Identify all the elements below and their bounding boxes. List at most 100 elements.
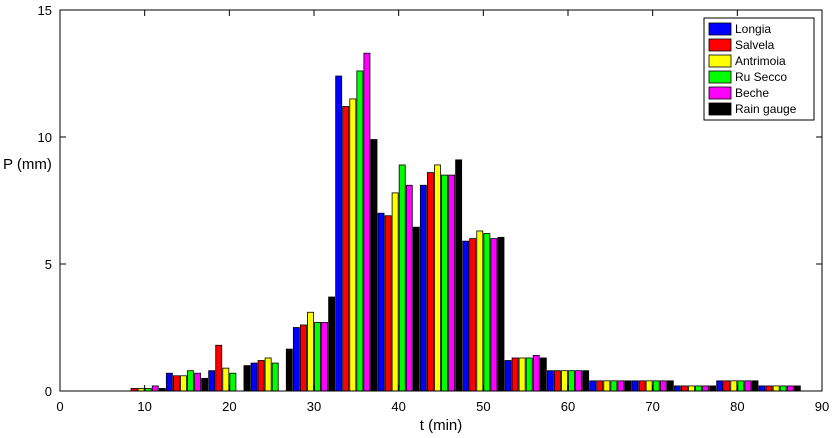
bar-beche-70 [659, 380, 667, 392]
bar-ru-secco-15 [187, 370, 194, 392]
bar-rain-gauge-15 [201, 377, 209, 392]
bar-antrimoia-60 [561, 370, 568, 392]
bar-longia-40 [377, 212, 385, 392]
bar-salvela-85 [765, 385, 773, 392]
bar-longia-25 [250, 362, 258, 392]
legend-swatch [708, 38, 732, 52]
x-tick-label: 0 [56, 399, 63, 414]
bar-salvela-70 [638, 380, 646, 392]
bar-beche-35 [363, 52, 371, 392]
legend-swatch [708, 86, 732, 100]
bar-rain-gauge-50 [497, 236, 505, 392]
bar-longia-45 [419, 184, 427, 392]
x-tick-label: 90 [815, 399, 829, 414]
bar-beche-15 [194, 372, 202, 392]
bar-antrimoia-65 [603, 380, 611, 392]
bar-longia-15 [165, 372, 173, 392]
bar-rain-gauge-30 [328, 296, 336, 392]
legend-label: Longia [735, 22, 771, 36]
x-tick-label: 80 [730, 399, 744, 414]
legend-label: Rain gauge [735, 102, 797, 116]
x-tick-label: 60 [561, 399, 575, 414]
bar-rain-gauge-25 [285, 348, 293, 392]
bar-beche-85 [786, 385, 794, 392]
bar-ru-secco-60 [568, 370, 575, 392]
bar-ru-secco-80 [737, 380, 745, 392]
x-tick-label: 70 [645, 399, 659, 414]
bar-salvela-25 [257, 360, 265, 392]
legend-swatch [708, 70, 732, 84]
bar-antrimoia-50 [476, 230, 484, 392]
bar-salvela-30 [299, 324, 307, 392]
bar-antrimoia-25 [264, 357, 272, 392]
bar-beche-80 [744, 380, 752, 392]
bar-ru-secco-70 [652, 380, 660, 392]
bar-rain-gauge-35 [370, 139, 378, 392]
legend-swatch [708, 102, 732, 116]
y-tick-label: 10 [38, 130, 52, 145]
bar-rain-gauge-80 [751, 380, 759, 392]
bar-beche-55 [532, 355, 540, 392]
bar-longia-55 [504, 360, 512, 392]
bar-longia-50 [462, 240, 470, 392]
legend-label: Beche [735, 86, 769, 100]
bar-antrimoia-30 [307, 311, 314, 392]
bar-antrimoia-20 [222, 367, 230, 392]
bar-longia-65 [589, 380, 597, 392]
bar-ru-secco-55 [525, 357, 533, 392]
bar-beche-50 [490, 238, 498, 392]
bar-longia-60 [546, 370, 554, 392]
bar-rain-gauge-75 [709, 385, 717, 392]
bar-beche-10 [151, 385, 159, 392]
x-tick-label: 30 [307, 399, 321, 414]
bar-antrimoia-75 [688, 385, 695, 392]
bar-ru-secco-25 [271, 362, 279, 392]
legend-label: Salvela [735, 38, 775, 52]
bar-longia-70 [631, 380, 639, 392]
bar-ru-secco-45 [441, 174, 448, 392]
bar-antrimoia-85 [772, 385, 780, 392]
bar-beche-60 [575, 370, 583, 392]
bar-longia-85 [758, 385, 766, 392]
bar-rain-gauge-85 [793, 385, 801, 392]
bar-rain-gauge-40 [412, 226, 420, 392]
bar-antrimoia-45 [434, 164, 441, 392]
bar-salvela-75 [680, 385, 688, 392]
bar-salvela-60 [553, 370, 561, 392]
bar-rain-gauge-55 [539, 357, 547, 392]
legend-label: Ru Secco [735, 70, 787, 84]
bar-salvela-15 [172, 375, 180, 392]
bar-longia-75 [673, 385, 681, 392]
bar-ru-secco-75 [695, 385, 702, 392]
bar-salvela-40 [384, 215, 392, 392]
bar-salvela-65 [596, 380, 604, 392]
bar-antrimoia-55 [518, 357, 526, 392]
bar-ru-secco-35 [356, 70, 364, 392]
y-tick-label: 0 [45, 384, 52, 399]
bar-rain-gauge-20 [243, 365, 251, 392]
bar-antrimoia-35 [349, 98, 357, 392]
bar-salvela-80 [723, 380, 731, 392]
legend-label: Antrimoia [735, 54, 786, 68]
y-tick-label: 15 [38, 3, 52, 18]
bar-ru-secco-50 [483, 233, 491, 392]
bar-ru-secco-20 [229, 372, 237, 392]
bar-ru-secco-30 [314, 322, 321, 392]
x-tick-label: 50 [476, 399, 490, 414]
bar-longia-20 [208, 370, 216, 392]
bar-beche-45 [448, 174, 456, 392]
bar-longia-80 [716, 380, 724, 392]
bar-antrimoia-15 [180, 375, 187, 392]
bar-salvela-20 [215, 344, 223, 392]
bar-beche-75 [702, 385, 710, 392]
bar-salvela-55 [511, 357, 519, 392]
bar-ru-secco-40 [398, 164, 406, 392]
bar-antrimoia-70 [645, 380, 653, 392]
bar-longia-30 [292, 327, 300, 392]
y-tick-label: 5 [45, 257, 52, 272]
bar-longia-35 [335, 75, 343, 392]
bar-ru-secco-85 [779, 385, 787, 392]
bar-rain-gauge-65 [624, 380, 632, 392]
x-tick-label: 40 [391, 399, 405, 414]
